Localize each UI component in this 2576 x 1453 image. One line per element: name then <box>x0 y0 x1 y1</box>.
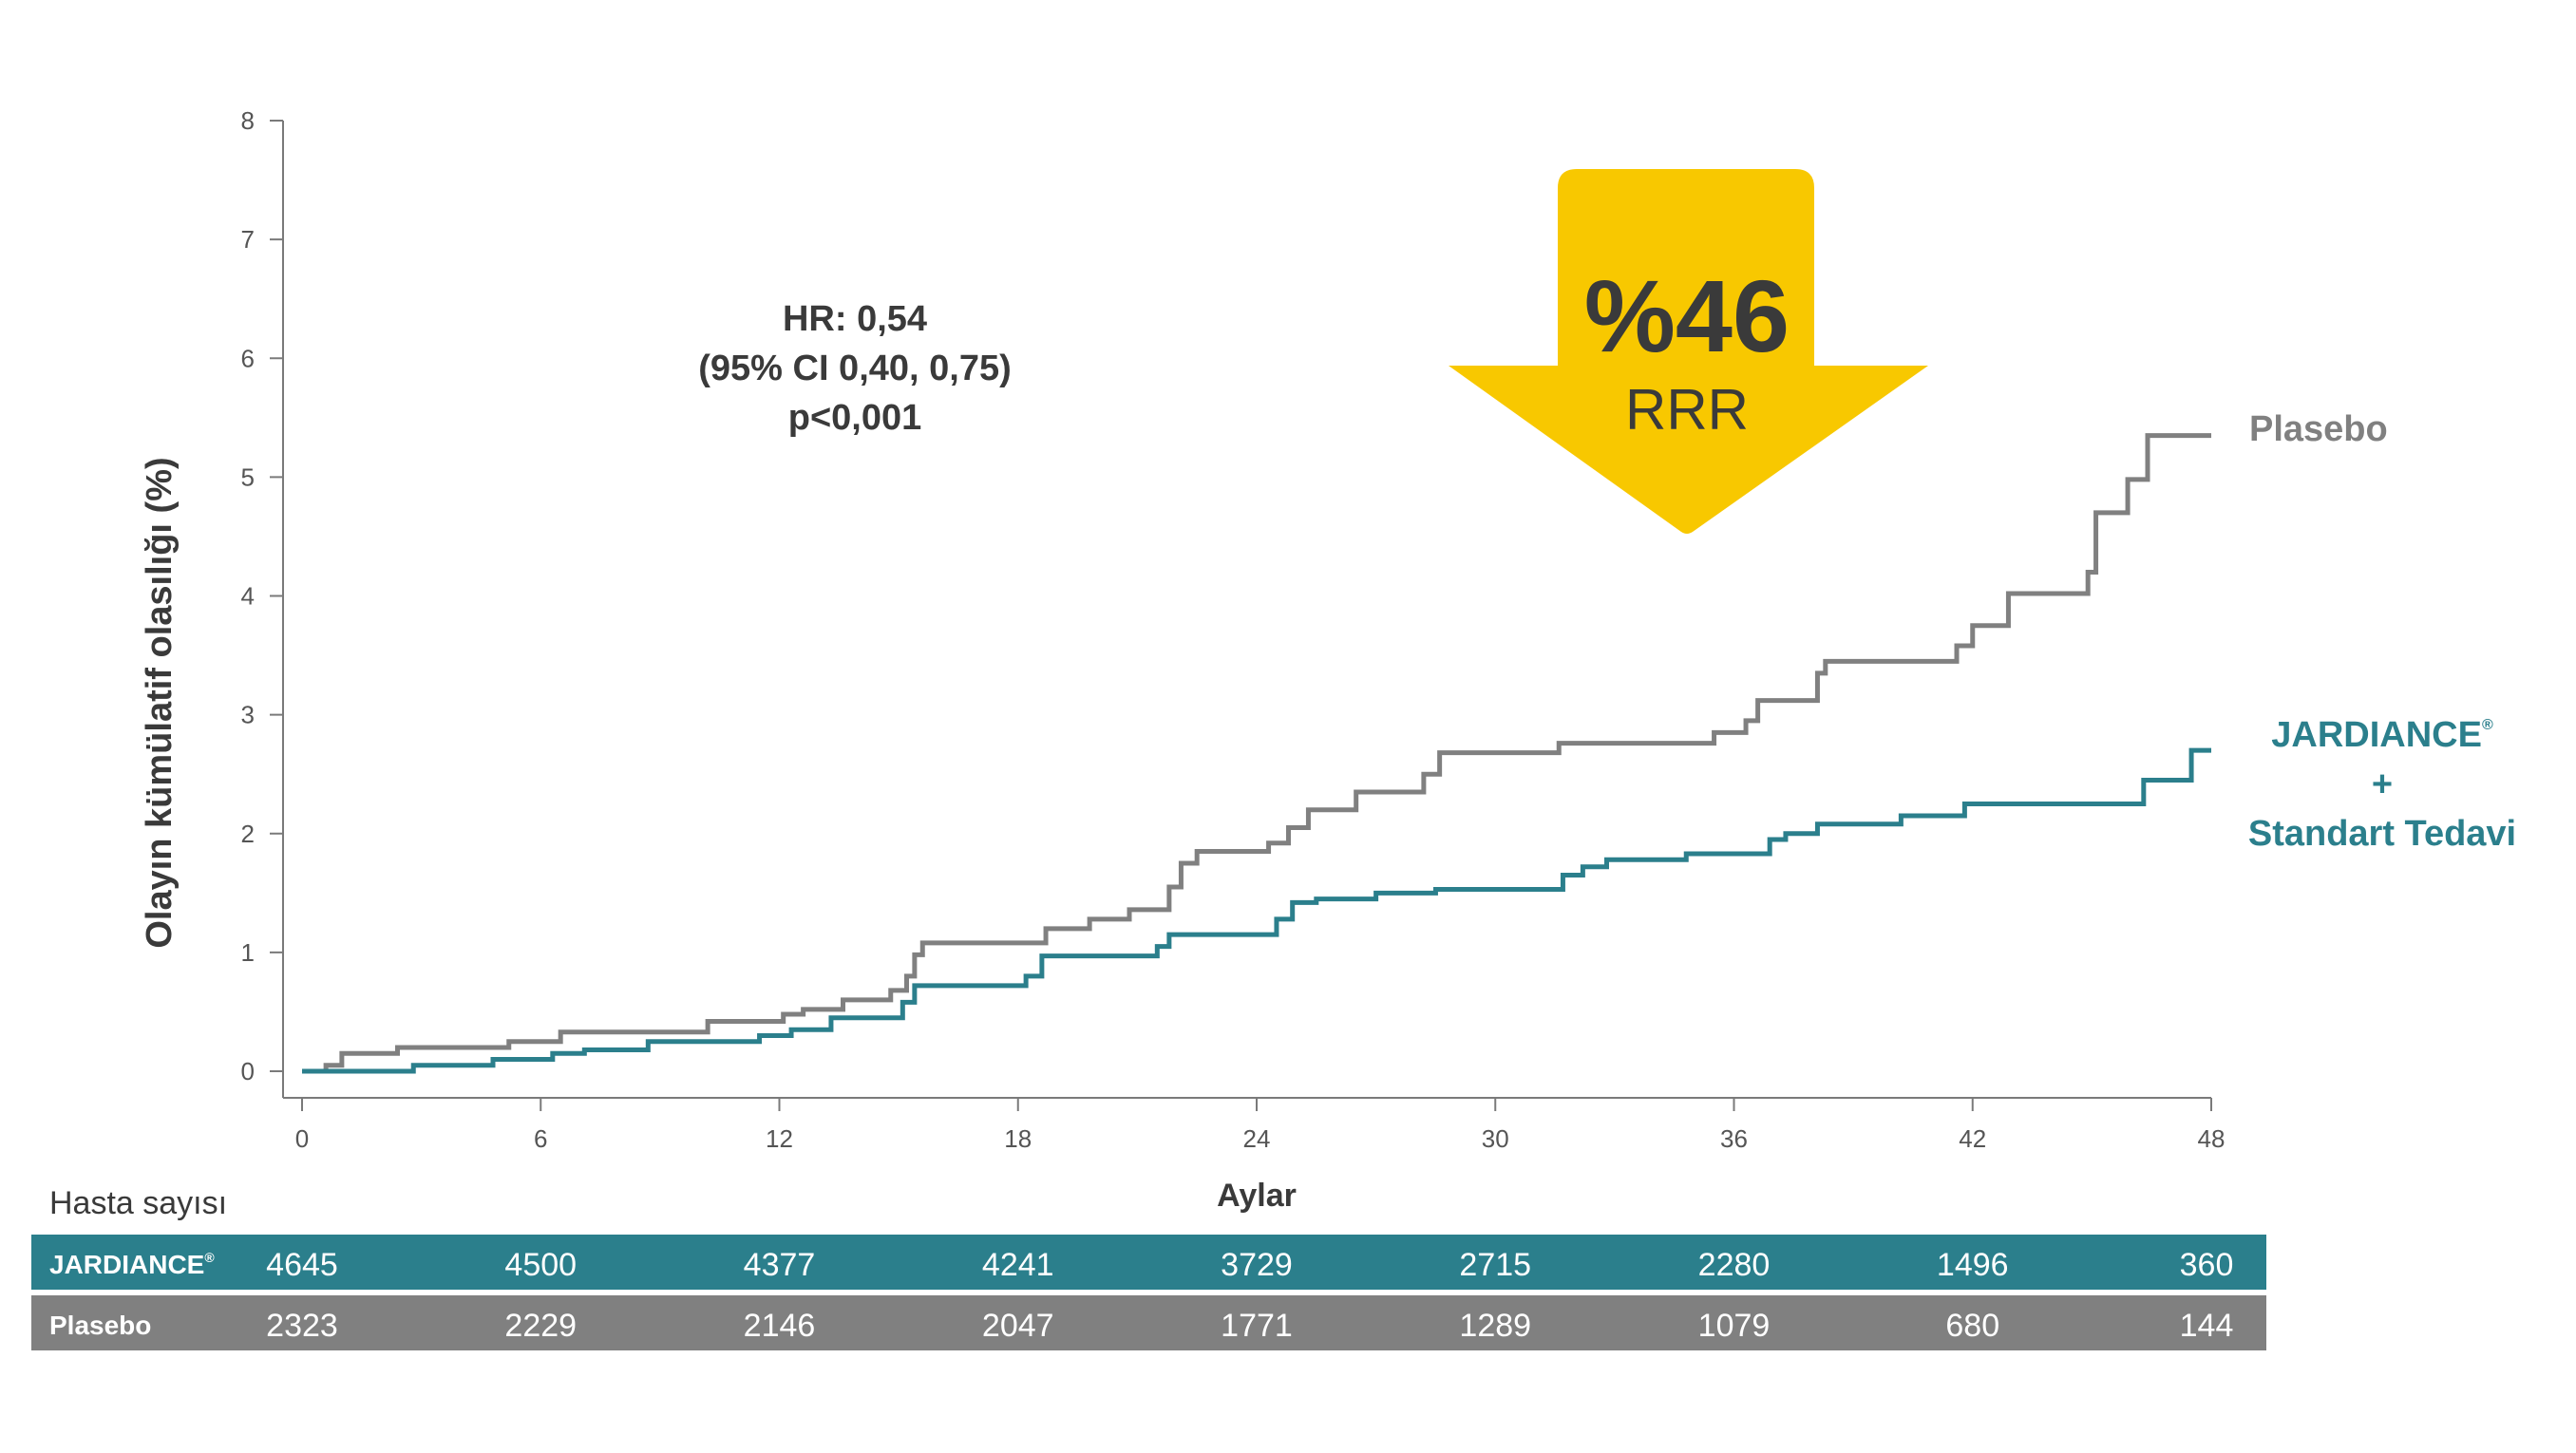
y-tick-label: 1 <box>241 938 255 967</box>
hr-ci: (95% CI 0,40, 0,75) <box>698 349 1012 388</box>
rrr-percent: %46 <box>1584 258 1790 373</box>
risk-table-cell: 4377 <box>744 1247 816 1283</box>
risk-row-jardiance-name: JARDIANCE® <box>49 1250 215 1279</box>
rrr-arrow: %46 RRR <box>1449 169 1928 534</box>
down-arrow-icon <box>1449 169 1928 534</box>
risk-table-cell: 2146 <box>744 1308 816 1344</box>
y-tick-label: 5 <box>241 462 255 491</box>
risk-table-cell: 144 <box>2180 1308 2234 1344</box>
risk-table-cell: 1079 <box>1698 1308 1771 1344</box>
risk-table-cell: 1496 <box>1937 1247 2009 1283</box>
series-label-placebo: Plasebo <box>2249 409 2388 449</box>
x-tick-label: 30 <box>1482 1124 1509 1153</box>
y-tick-label: 4 <box>241 582 255 611</box>
risk-row-jardiance-bg <box>31 1235 2266 1290</box>
risk-table-cell: 4241 <box>982 1247 1054 1283</box>
series-layer <box>302 433 2211 1074</box>
risk-table-cell: 2280 <box>1698 1247 1771 1283</box>
risk-table-values: 4645 4500 4377 4241 3729 2715 2280 1496 360 2323 2… <box>266 1247 2233 1344</box>
x-tick-label: 48 <box>2198 1124 2226 1153</box>
x-tick-label: 36 <box>1720 1124 1748 1153</box>
y-axis-title: Olayın kümülatif olasılığı (%) <box>140 457 180 948</box>
risk-row-placebo-bg <box>31 1295 2266 1350</box>
series-label-jardiance-therapy: Standart Tedavi <box>2248 814 2516 854</box>
y-tick-label: 7 <box>241 225 255 254</box>
y-tick-label: 3 <box>241 701 255 729</box>
series-line-jardiance <box>302 747 2211 1074</box>
x-tick-label: 42 <box>1959 1124 1986 1153</box>
x-tick-label: 24 <box>1243 1124 1271 1153</box>
risk-table-cell: 2323 <box>266 1308 338 1344</box>
series-label-jardiance-name: JARDIANCE® <box>2271 715 2493 755</box>
risk-table-cell: 2229 <box>504 1308 577 1344</box>
risk-table-cell: 360 <box>2180 1247 2234 1283</box>
risk-table-cell: 1771 <box>1221 1308 1293 1344</box>
x-tick-label: 12 <box>766 1124 793 1153</box>
y-tick-label: 6 <box>241 344 255 372</box>
x-tick-label: 0 <box>295 1124 309 1153</box>
series-label-jardiance: JARDIANCE® + Standart Tedavi <box>2248 715 2516 854</box>
series-line-placebo <box>302 433 2211 1074</box>
risk-table-cell: 2047 <box>982 1308 1054 1344</box>
risk-table-cell: 680 <box>1945 1308 1999 1344</box>
risk-table-cell: 2715 <box>1459 1247 1531 1283</box>
hr-p-value: p<0,001 <box>788 398 922 438</box>
y-tick-label: 8 <box>241 106 255 135</box>
risk-table-cell: 4500 <box>504 1247 577 1283</box>
x-tick-label: 18 <box>1004 1124 1032 1153</box>
risk-row-placebo-name: Plasebo <box>49 1311 151 1340</box>
risk-table-cell: 1289 <box>1459 1308 1531 1344</box>
x-tick-label: 6 <box>534 1124 547 1153</box>
y-tick-label: 2 <box>241 820 255 848</box>
risk-table-title: Hasta sayısı <box>49 1185 227 1221</box>
hr-value: HR: 0,54 <box>783 299 927 339</box>
y-tick-label: 0 <box>241 1057 255 1085</box>
risk-table-cell: 4645 <box>266 1247 338 1283</box>
risk-table-cell: 3729 <box>1221 1247 1293 1283</box>
series-label-jardiance-plus: + <box>2372 764 2393 804</box>
rrr-label: RRR <box>1625 378 1749 442</box>
x-axis-title: Aylar <box>1217 1178 1297 1214</box>
